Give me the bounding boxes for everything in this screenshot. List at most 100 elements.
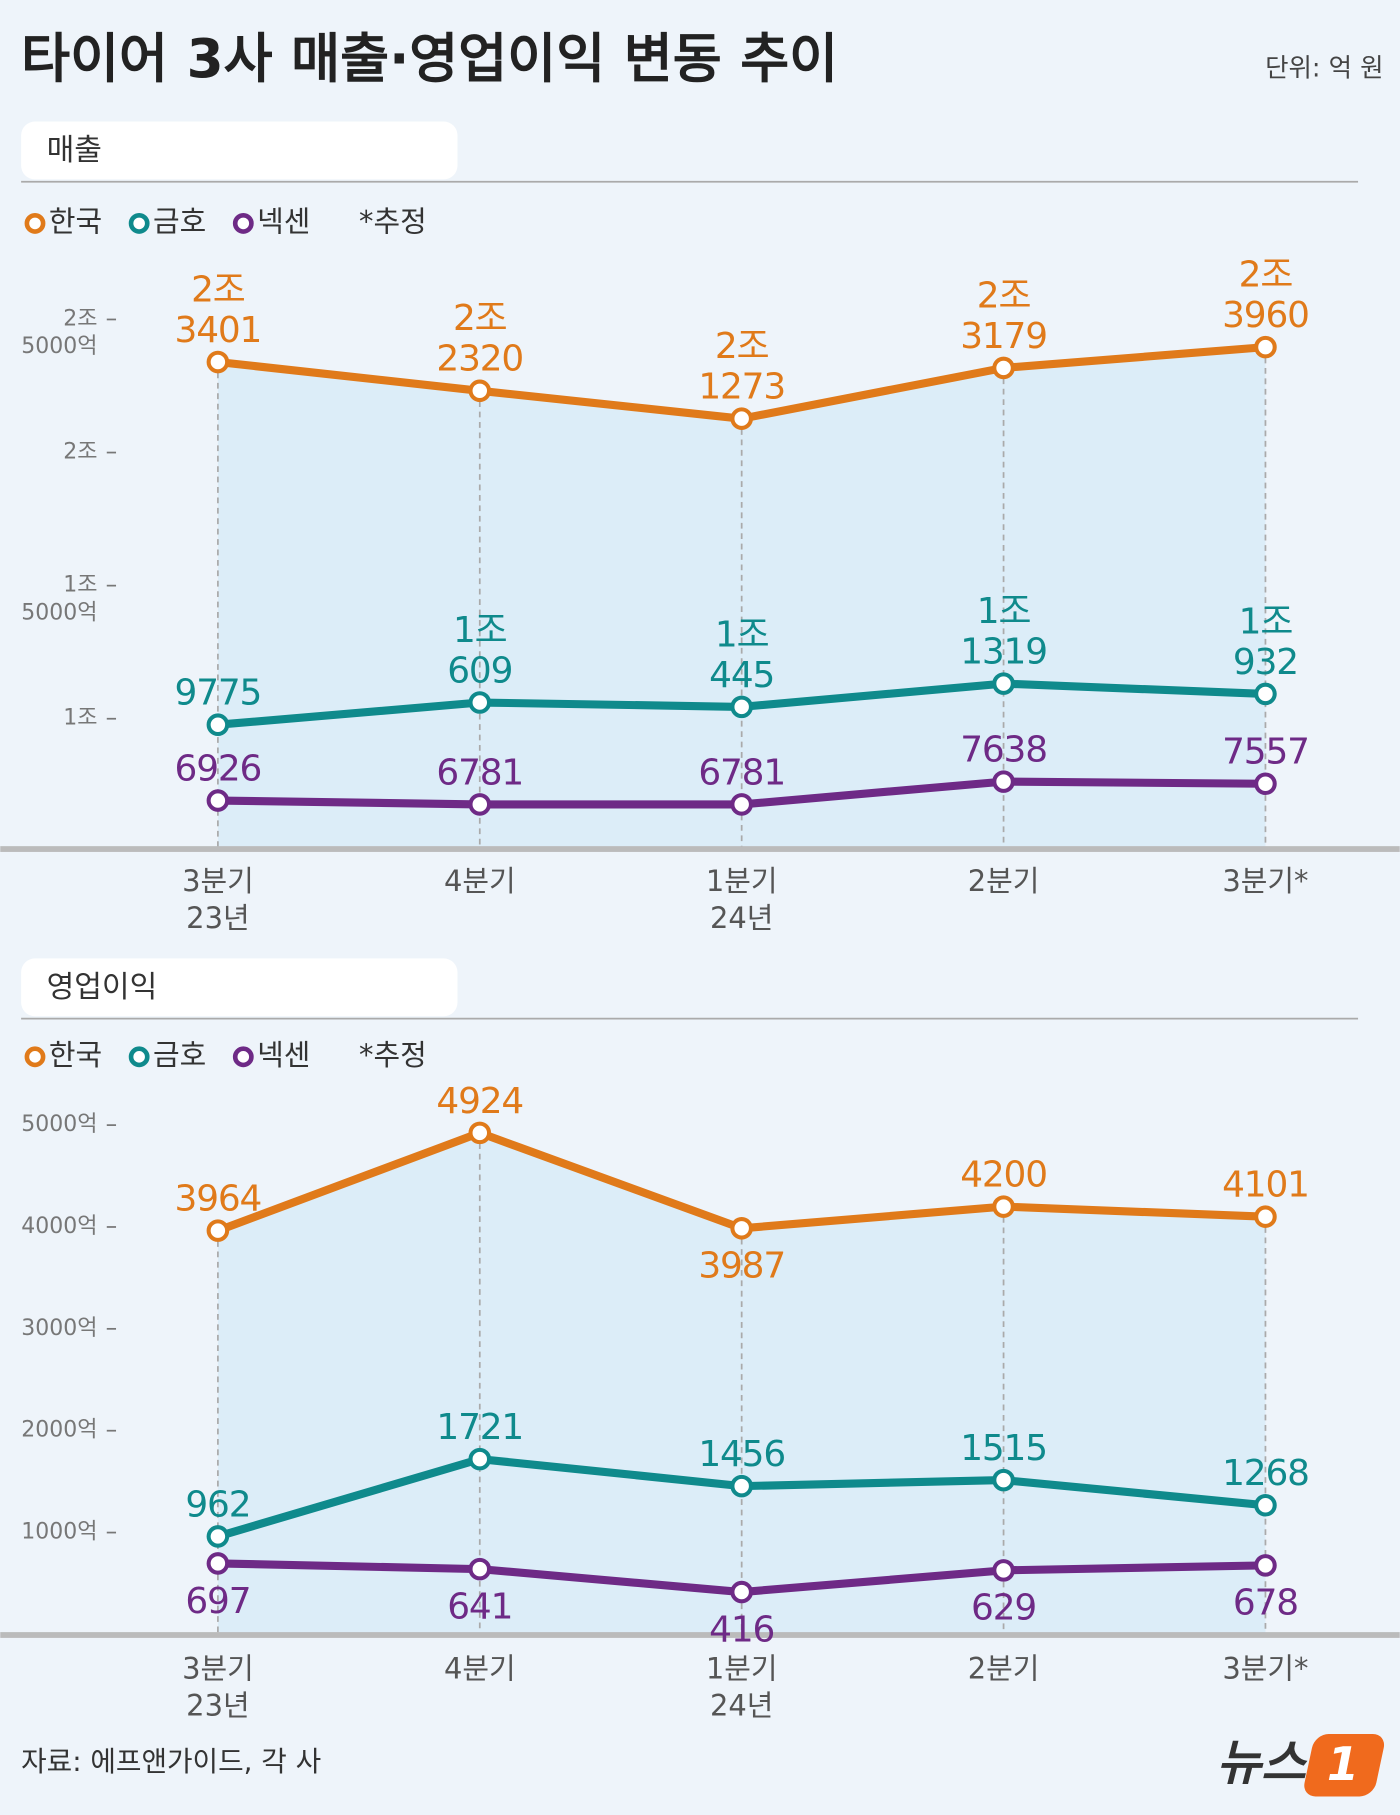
y-tick-label: 4000억 bbox=[21, 1214, 97, 1239]
value-label: 629 bbox=[971, 1588, 1036, 1629]
value-label: 1319 bbox=[960, 632, 1047, 673]
y-tick-label: 2조 bbox=[63, 306, 97, 331]
data-point bbox=[206, 1219, 230, 1242]
y-tick-label: 2조 bbox=[63, 440, 97, 465]
data-point bbox=[730, 1580, 753, 1604]
legend-marker bbox=[24, 212, 46, 234]
x-tick-label: 24년 bbox=[710, 901, 773, 935]
value-label: 1조 bbox=[1239, 601, 1293, 642]
data-point bbox=[992, 770, 1015, 793]
section-header bbox=[21, 121, 458, 180]
x-tick-label: 2분기 bbox=[968, 1651, 1040, 1685]
value-label: 3964 bbox=[175, 1179, 262, 1220]
x-tick-label: 3분기* bbox=[1222, 864, 1308, 898]
value-label: 2조 bbox=[453, 298, 507, 339]
logo-text: 뉴스 bbox=[1217, 1735, 1309, 1791]
data-point bbox=[1254, 335, 1277, 359]
x-axis bbox=[0, 1632, 1400, 1638]
legend-label: 금호 bbox=[153, 204, 206, 238]
value-label: 2조 bbox=[1239, 255, 1293, 296]
data-point bbox=[1254, 772, 1277, 796]
legend-label: 금호 bbox=[153, 1038, 206, 1072]
value-label: 1268 bbox=[1222, 1453, 1309, 1494]
value-label: 9775 bbox=[175, 673, 262, 714]
section-header bbox=[21, 958, 458, 1017]
data-point bbox=[730, 1217, 753, 1240]
data-point bbox=[468, 793, 492, 816]
data-point bbox=[992, 1559, 1015, 1582]
value-label: 1조 bbox=[715, 614, 769, 655]
value-label: 7638 bbox=[960, 730, 1047, 771]
section-title: 매출 bbox=[47, 133, 102, 168]
value-label: 609 bbox=[447, 650, 512, 691]
value-label: 1273 bbox=[698, 367, 785, 408]
y-tick-label: 1000억 bbox=[21, 1520, 97, 1545]
legend-label: 한국 bbox=[49, 1038, 102, 1072]
value-label: 678 bbox=[1233, 1583, 1298, 1624]
value-label: 445 bbox=[709, 655, 774, 696]
value-label: 4101 bbox=[1222, 1165, 1309, 1206]
value-label: 1456 bbox=[698, 1434, 785, 1475]
legend-marker bbox=[24, 1046, 46, 1068]
data-point bbox=[1254, 1205, 1277, 1228]
data-point bbox=[992, 1468, 1015, 1492]
x-tick-label: 24년 bbox=[710, 1688, 773, 1722]
logo-badge bbox=[1304, 1733, 1385, 1797]
y-tick-label: 5000억 bbox=[21, 1112, 97, 1137]
data-point bbox=[1254, 1493, 1277, 1517]
value-label: 2조 bbox=[715, 326, 769, 367]
data-point bbox=[730, 407, 753, 430]
value-label: 1조 bbox=[977, 591, 1031, 632]
legend-marker bbox=[232, 1046, 254, 1068]
legend-marker bbox=[128, 212, 150, 234]
data-point bbox=[468, 1447, 492, 1471]
value-label: 962 bbox=[185, 1484, 250, 1525]
value-label: 3401 bbox=[175, 310, 262, 351]
data-point bbox=[1254, 1554, 1277, 1577]
data-point bbox=[206, 789, 230, 812]
section-title: 영업이익 bbox=[47, 970, 158, 1005]
data-point bbox=[206, 350, 230, 374]
y-tick-label: 5000억 bbox=[21, 334, 97, 359]
value-label: 6781 bbox=[436, 752, 523, 793]
value-label: 697 bbox=[185, 1581, 250, 1622]
x-tick-label: 1분기 bbox=[706, 1651, 778, 1685]
x-axis bbox=[0, 846, 1400, 852]
legend-note: *추정 bbox=[359, 1038, 427, 1072]
legend-label: 넥센 bbox=[257, 204, 310, 238]
value-label: 4924 bbox=[436, 1081, 523, 1122]
x-tick-label: 23년 bbox=[186, 901, 249, 935]
value-label: 1515 bbox=[960, 1428, 1047, 1469]
data-point bbox=[992, 672, 1015, 695]
value-label: 2320 bbox=[436, 339, 523, 380]
x-tick-label: 3분기 bbox=[182, 864, 254, 898]
data-point bbox=[730, 695, 753, 719]
title: 타이어 3사 매출·영업이익 변동 추이 bbox=[21, 28, 838, 90]
unit: 단위: 억 원 bbox=[1265, 53, 1383, 83]
data-point bbox=[992, 356, 1015, 380]
data-point bbox=[730, 1474, 753, 1498]
x-tick-label: 3분기* bbox=[1222, 1651, 1308, 1685]
value-label: 2조 bbox=[191, 269, 245, 310]
y-tick-label: 5000억 bbox=[21, 600, 97, 625]
logo: 뉴스 1 bbox=[1217, 1733, 1385, 1797]
x-tick-label: 4분기 bbox=[444, 1651, 516, 1685]
y-tick-label: 1조 bbox=[63, 573, 97, 598]
x-tick-label: 23년 bbox=[186, 1688, 249, 1722]
data-point bbox=[206, 713, 230, 737]
value-label: 1조 bbox=[453, 610, 507, 651]
data-point bbox=[468, 691, 492, 714]
legend-marker bbox=[232, 212, 254, 234]
x-tick-label: 4분기 bbox=[444, 864, 516, 898]
data-point bbox=[1254, 682, 1277, 706]
value-label: 4200 bbox=[960, 1155, 1047, 1196]
data-point bbox=[468, 1557, 492, 1581]
legend-label: 넥센 bbox=[257, 1038, 310, 1072]
x-tick-label: 3분기 bbox=[182, 1651, 254, 1685]
x-tick-label: 1분기 bbox=[706, 864, 778, 898]
value-label: 3987 bbox=[698, 1246, 785, 1287]
data-point bbox=[468, 379, 492, 403]
value-label: 7557 bbox=[1222, 732, 1309, 773]
legend-label: 한국 bbox=[49, 204, 102, 238]
